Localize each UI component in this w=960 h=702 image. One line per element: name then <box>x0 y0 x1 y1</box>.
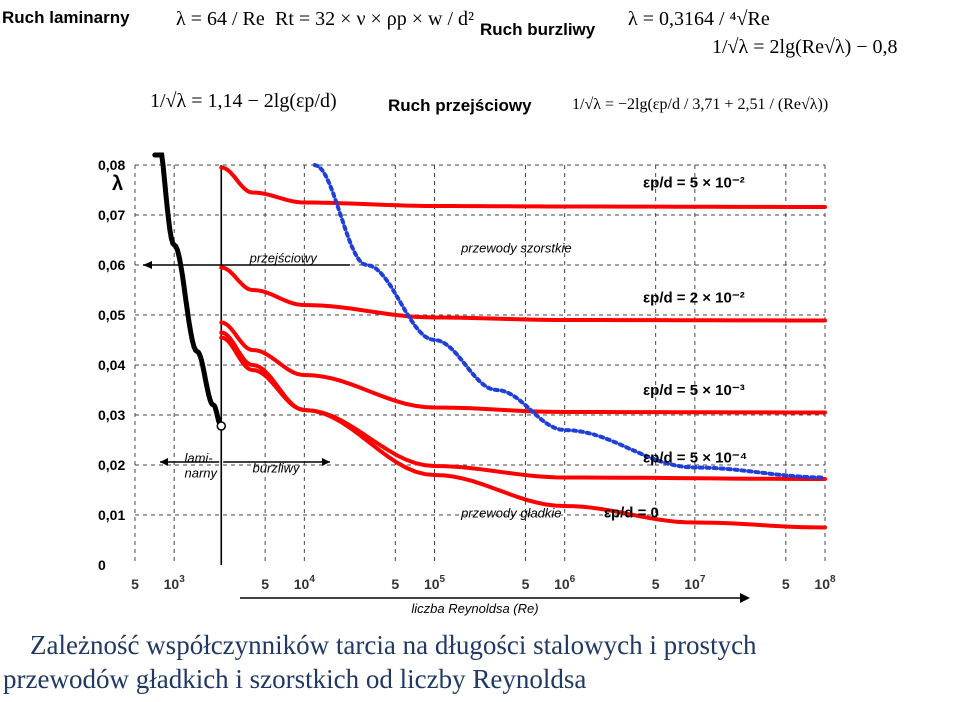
series-layer <box>152 152 827 565</box>
turbulent-arrow-head <box>322 458 330 466</box>
x-tick-label: 5 <box>261 576 269 592</box>
roughness-label: εp/d = 2 × 10⁻² <box>643 290 745 307</box>
blasius-formula: λ = 0,3164 / ⁴√Re <box>628 8 770 30</box>
transition-arrow-head <box>143 261 152 269</box>
x-tick-exponent: 7 <box>700 574 706 585</box>
colebrook-formula: 1/√λ = −2lg(εp/d / 3,71 + 2,51 / (Re√λ)) <box>572 96 829 113</box>
x-tick-label: 103 <box>164 574 186 592</box>
rough-pipe-formula: 1/√λ = 1,14 − 2lg(εp/d) <box>150 90 337 112</box>
x-axis-ticks: 5 103 5 104 5 105 5 106 5 107 5 108 <box>131 574 836 592</box>
region-label: burzliwy <box>253 461 301 476</box>
laminar-flow-label: Ruch laminarny <box>2 8 130 27</box>
y-tick-label: 0,05 <box>98 307 125 323</box>
x-tick-label: 107 <box>684 574 706 592</box>
y-tick-label: 0,04 <box>98 357 125 373</box>
x-tick-label: 105 <box>424 574 446 592</box>
series-line <box>219 265 827 323</box>
series-line <box>312 163 827 480</box>
y-tick-label: 0,02 <box>98 457 125 473</box>
series-line <box>219 320 827 415</box>
x-axis: liczba Reynoldsa (Re) <box>240 593 750 616</box>
roughness-label: εp/d = 5 × 10⁻⁴ <box>643 450 747 467</box>
y-tick-label: 0,08 <box>98 157 125 173</box>
laminar-friction-formula: λ = 64 / Re <box>176 8 265 30</box>
x-tick-exponent: 3 <box>179 574 185 585</box>
region-label: narny <box>184 466 218 481</box>
x-tick-label: 5 <box>131 576 139 592</box>
series-line <box>152 152 224 429</box>
series-line <box>219 165 827 209</box>
series-line <box>219 330 827 481</box>
x-tick-label: 5 <box>782 576 790 592</box>
prandtl-formula: 1/√λ = 2lg(Re√λ) − 0,8 <box>712 36 898 58</box>
x-tick-label: 108 <box>814 574 836 592</box>
caption-line-2: przewodów gładkich i szorstkich od liczb… <box>3 664 587 694</box>
y-tick-label: 0,01 <box>98 507 125 523</box>
x-tick-exponent: 6 <box>570 574 576 585</box>
roughness-label: εp/d = 5 × 10⁻² <box>643 175 745 192</box>
x-tick-exponent: 4 <box>309 574 315 585</box>
x-tick-label: 106 <box>554 574 576 592</box>
y-tick-label: 0,06 <box>98 257 125 273</box>
x-tick-exponent: 5 <box>440 574 446 585</box>
x-tick-exponent: 8 <box>830 574 836 585</box>
x-axis-arrow-head <box>740 593 750 603</box>
x-tick-label: 104 <box>294 574 316 592</box>
caption-line-1: Zależność współczynników tarcia na długo… <box>30 630 757 660</box>
y-tick-label: 0,07 <box>98 207 125 223</box>
x-tick-label: 5 <box>391 576 399 592</box>
roughness-label: εp/d = 5 × 10⁻³ <box>643 382 745 399</box>
roughness-label: εp/d = 0 <box>604 505 659 522</box>
x-tick-label: 5 <box>522 576 530 592</box>
region-label: przewody gładkie <box>460 506 561 521</box>
region-label: przejściowy <box>249 251 319 266</box>
region-label: przewody szorstkie <box>460 241 572 256</box>
x-axis-label: liczba Reynoldsa (Re) <box>411 601 538 616</box>
y-tick-label: 0 <box>98 557 106 573</box>
annotations-layer: przejściowy przewody szorstkie lami-narny b… <box>143 175 747 522</box>
figure-caption: Zależność współczynników tarcia na długo… <box>0 628 960 696</box>
friction-factor-chart: 0 0,01 0,02 0,03 0,04 0,05 0,06 0,07 0,08 λ 5 103… <box>98 152 836 616</box>
series-line <box>219 335 827 530</box>
laminar-arrow-head <box>160 458 168 466</box>
critical-point-marker <box>216 421 227 431</box>
x-tick-label: 5 <box>652 576 660 592</box>
formula-band: Ruch laminarny λ = 64 / Re Rt = 32 × ν ×… <box>0 0 960 150</box>
region-label: lami- <box>184 451 213 466</box>
y-tick-label: 0,03 <box>98 407 125 423</box>
y-axis-ticks: 0 0,01 0,02 0,03 0,04 0,05 0,06 0,07 0,08 <box>98 157 125 573</box>
y-axis-label: λ <box>112 173 123 195</box>
turbulent-flow-label: Ruch burzliwy <box>480 20 596 39</box>
transition-flow-label: Ruch przejściowy <box>388 96 532 115</box>
resistance-formula: Rt = 32 × ν × ρp × w / d² <box>275 8 475 30</box>
